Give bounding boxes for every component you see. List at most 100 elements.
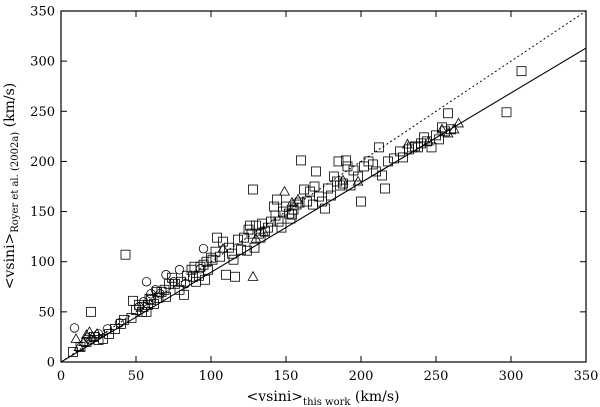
square-point xyxy=(443,108,453,119)
y-axis-label: <vsini>Royer et al. (2002a) (km/s) xyxy=(2,83,21,290)
square-point xyxy=(276,222,287,233)
square-point xyxy=(380,183,390,194)
square-point xyxy=(272,194,282,205)
square-point xyxy=(233,234,243,245)
y-tick-label: 50 xyxy=(38,305,55,320)
square-point xyxy=(323,183,333,194)
triangle-point xyxy=(70,333,82,343)
triangle-point xyxy=(423,135,434,146)
x-tick-label: 50 xyxy=(128,369,145,384)
y-tick-label: 350 xyxy=(30,5,55,20)
triangle-point xyxy=(217,242,229,253)
square-point xyxy=(302,196,312,207)
square-point xyxy=(377,170,387,181)
triangle-point xyxy=(247,270,259,281)
x-tick-label: 200 xyxy=(349,369,374,384)
square-point xyxy=(287,209,297,220)
square-point xyxy=(309,181,320,192)
circle-point xyxy=(174,265,185,275)
square-point xyxy=(189,261,200,272)
square-point xyxy=(374,142,384,153)
x-tick-label: 150 xyxy=(274,369,299,384)
x-tick-label: 250 xyxy=(424,369,449,384)
square-point xyxy=(251,220,261,231)
square-point xyxy=(426,142,437,153)
square-point xyxy=(383,156,393,167)
square-point xyxy=(332,176,342,187)
square-point xyxy=(161,291,171,302)
circle-point xyxy=(155,289,165,299)
square-point xyxy=(291,199,302,210)
square-point xyxy=(329,171,339,182)
y-tick-label: 100 xyxy=(30,255,55,270)
square-point xyxy=(416,138,426,149)
square-point xyxy=(413,142,423,153)
square-point xyxy=(120,249,131,260)
y-tick-label: 300 xyxy=(30,55,55,70)
square-point xyxy=(434,134,444,145)
square-point xyxy=(314,191,324,202)
square-point xyxy=(353,171,363,182)
fit-line xyxy=(61,47,586,362)
square-point xyxy=(263,222,273,233)
square-point xyxy=(242,245,252,256)
square-point xyxy=(345,180,356,191)
square-point xyxy=(326,190,336,201)
circle-point xyxy=(69,323,80,333)
triangle-point xyxy=(448,123,460,134)
square-point xyxy=(146,294,156,305)
square-point xyxy=(143,299,153,310)
square-point xyxy=(320,203,330,214)
circle-point xyxy=(168,277,179,287)
triangle-point xyxy=(91,328,103,338)
x-tick-label: 300 xyxy=(499,369,524,384)
triangle-point xyxy=(250,232,262,243)
square-point xyxy=(212,232,222,243)
triangle-point xyxy=(453,117,464,128)
circle-point xyxy=(102,324,113,334)
square-point xyxy=(311,166,321,177)
y-tick-label: 0 xyxy=(47,356,55,371)
triangle-point xyxy=(352,175,364,186)
square-point xyxy=(281,201,291,212)
triangle-point xyxy=(84,326,95,336)
triangle-point xyxy=(81,329,92,339)
square-point xyxy=(236,244,246,255)
square-point xyxy=(228,254,239,265)
square-point xyxy=(86,306,96,317)
square-point xyxy=(119,314,129,325)
triangle-point xyxy=(279,185,290,196)
square-point xyxy=(243,224,254,235)
square-point xyxy=(110,324,120,334)
square-point xyxy=(200,274,210,285)
circle-point xyxy=(114,318,125,328)
square-point xyxy=(317,196,327,207)
square-point xyxy=(245,220,255,231)
square-point xyxy=(179,289,189,300)
square-point xyxy=(230,271,240,282)
triangle-point xyxy=(78,336,89,346)
circle-point xyxy=(198,243,209,254)
square-point xyxy=(333,156,344,167)
square-point xyxy=(176,276,186,287)
square-point xyxy=(288,204,299,215)
square-point xyxy=(221,269,231,280)
square-point xyxy=(195,261,206,272)
plot-frame xyxy=(60,10,587,363)
square-point xyxy=(371,166,381,177)
square-point xyxy=(188,271,198,282)
square-point xyxy=(335,180,345,191)
square-point xyxy=(131,304,141,315)
data-points xyxy=(68,66,527,357)
triangle-point xyxy=(337,174,349,185)
y-tick-label: 150 xyxy=(30,205,55,220)
square-point xyxy=(116,318,126,329)
square-point xyxy=(248,184,258,195)
square-point xyxy=(164,278,174,289)
square-point xyxy=(207,254,218,265)
square-point xyxy=(341,155,351,166)
square-point xyxy=(368,159,378,170)
square-point xyxy=(141,306,152,317)
square-point xyxy=(410,141,420,152)
